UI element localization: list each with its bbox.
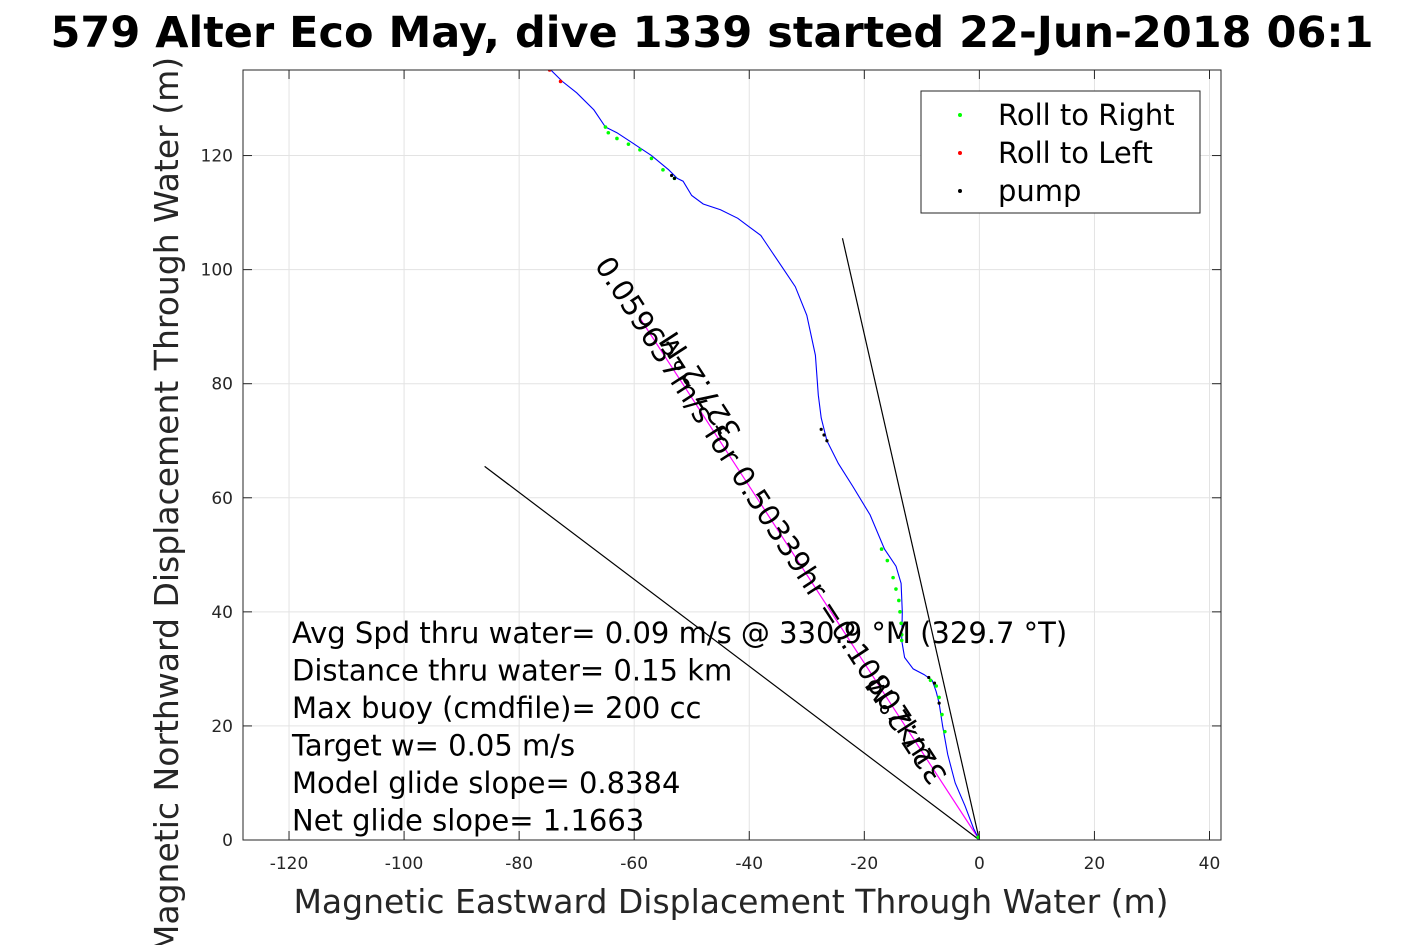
y-tick-label: 40 <box>211 603 233 623</box>
y-axis-title: Magnetic Northward Displacement Through … <box>147 57 186 945</box>
y-tick-label: 20 <box>211 717 233 737</box>
x-tick-label: -40 <box>735 854 763 874</box>
legend-label: pump <box>998 174 1081 208</box>
legend-marker <box>958 151 962 155</box>
legend-label: Roll to Left <box>998 136 1153 170</box>
roll-right-point <box>661 168 665 172</box>
roll-right-point <box>899 621 903 626</box>
roll-left-point <box>558 79 563 84</box>
x-tick-label: -20 <box>850 854 878 874</box>
roll-right-point <box>937 695 941 700</box>
roll-right-point <box>899 638 904 643</box>
annotation-line: Net glide slope= 1.1663 <box>292 804 644 838</box>
pump-point <box>672 176 677 180</box>
roll-right-point <box>934 684 939 688</box>
x-tick-label: 40 <box>1199 854 1221 874</box>
roll-right-point <box>940 712 944 717</box>
annotation-line: Avg Spd thru water= 0.09 m/s @ 330.9 °M … <box>292 616 1067 650</box>
x-axis-title: Magnetic Eastward Displacement Through W… <box>293 882 1168 921</box>
glide-slope-line <box>484 465 980 840</box>
roll-right-point <box>885 558 890 563</box>
legend-label: Roll to Right <box>998 98 1175 132</box>
pump-point <box>822 433 826 437</box>
roll-right-point <box>638 148 642 152</box>
roll-right-point <box>615 136 619 141</box>
pump-point <box>669 173 674 178</box>
glide-slope-line <box>841 238 980 840</box>
roll-right-point <box>891 575 895 580</box>
roll-right-point <box>649 156 654 161</box>
data-layer <box>484 70 981 840</box>
legend-marker <box>958 189 962 193</box>
pump-point <box>927 675 931 680</box>
pump-point <box>819 427 823 431</box>
x-tick-label: -60 <box>620 854 648 874</box>
roll-right-point <box>898 610 902 614</box>
x-tick-label: 20 <box>1084 854 1106 874</box>
pump-point <box>932 681 937 685</box>
pump-point <box>937 701 941 705</box>
y-tick-label: 100 <box>201 261 233 281</box>
annotation-block: Avg Spd thru water= 0.09 m/s @ 330.9 °M … <box>291 616 1067 838</box>
roll-right-point <box>879 547 884 551</box>
x-tick-label: -100 <box>385 854 424 874</box>
chart-title: 579 Alter Eco May, dive 1339 started 22-… <box>50 8 1373 58</box>
annotation-line: Max buoy (cmdfile)= 200 cc <box>292 691 701 725</box>
legend: Roll to Right Roll to Left pump <box>920 90 1201 214</box>
legend-box <box>920 90 1201 214</box>
roll-right-point <box>894 587 898 591</box>
roll-right-point <box>603 125 608 129</box>
annotation-line: Distance thru water= 0.15 km <box>292 654 732 688</box>
roll-right-point <box>943 729 947 734</box>
average-heading-line <box>639 317 980 840</box>
y-tick-label: 120 <box>201 147 233 167</box>
glider-track-line <box>550 70 980 840</box>
roll-right-point <box>606 130 611 135</box>
roll-right-point <box>899 632 904 637</box>
pump-point <box>825 439 829 443</box>
roll-right-point <box>626 142 631 146</box>
y-tick-label: 60 <box>211 489 233 509</box>
y-tick-label: 80 <box>211 375 233 395</box>
y-tick-label: 0 <box>222 831 233 851</box>
x-tick-label: -80 <box>505 854 533 874</box>
axis-ticks: -120 -100 -80 -60 -40 -20 0 20 40 0 20 40 60 80 100 120 <box>201 70 1221 874</box>
legend-marker <box>958 113 962 117</box>
roll-right-point <box>928 678 933 683</box>
annotation-line: Target w= 0.05 m/s <box>291 729 575 763</box>
x-tick-label: -120 <box>270 854 309 874</box>
roll-right-point <box>897 598 901 603</box>
x-tick-label: 0 <box>974 854 985 874</box>
plot-frame <box>242 69 1222 841</box>
annotation-line: Model glide slope= 0.8384 <box>292 766 680 800</box>
